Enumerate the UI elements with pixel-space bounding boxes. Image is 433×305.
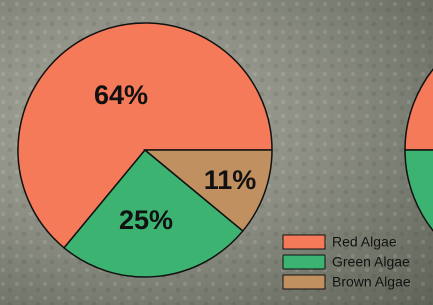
pie: 64% 25% 11% xyxy=(18,23,272,277)
legend-swatch xyxy=(283,235,325,249)
legend-label: Red Algae xyxy=(332,234,397,250)
legend-label: Green Algae xyxy=(332,254,410,270)
legend-swatch xyxy=(283,275,325,289)
slice-label: 64% xyxy=(94,80,148,110)
chart: 64% 25% 11% Red Algae Green Algae Brown Alga… xyxy=(0,0,433,305)
legend-swatch xyxy=(283,255,325,269)
legend-label: Brown Algae xyxy=(332,274,411,290)
slice-label: 11% xyxy=(204,165,257,195)
screenshot: 64% 25% 11% Red Algae Green Algae Brown Alga… xyxy=(0,0,433,305)
legend: Red Algae Green Algae Brown Algae xyxy=(283,234,411,290)
slice-label: 25% xyxy=(119,205,173,235)
